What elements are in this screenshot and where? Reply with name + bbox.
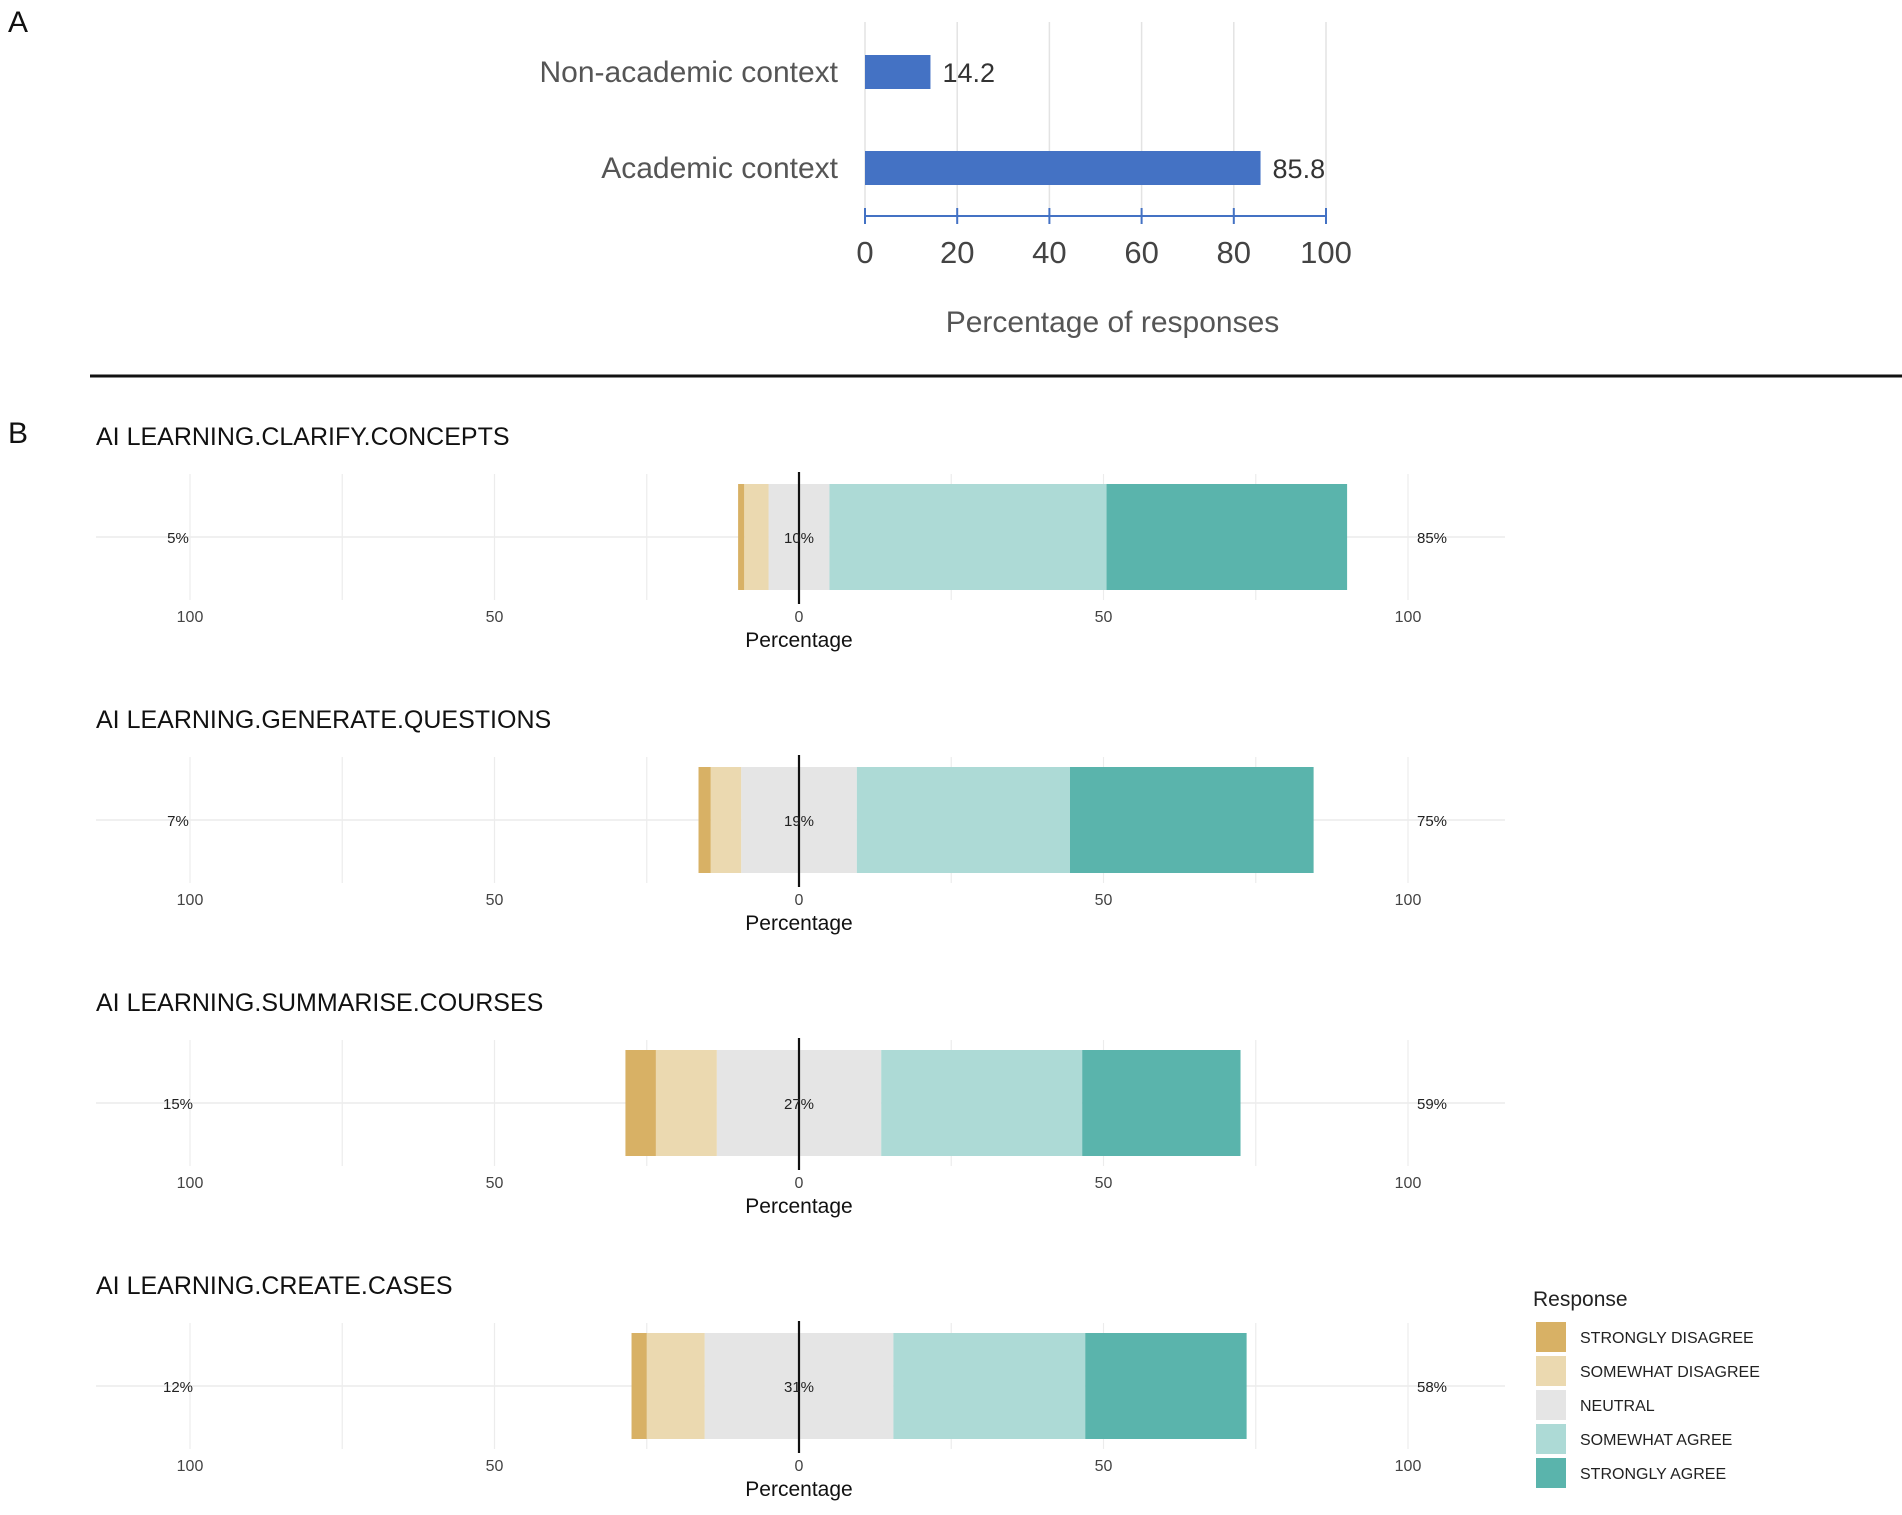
- b-tick-label: 50: [486, 609, 504, 626]
- b-right-pct-label: 85%: [1417, 530, 1447, 547]
- b-center-pct-label: 27%: [784, 1096, 814, 1113]
- b-bar-segment: [744, 484, 769, 590]
- b-left-pct-label: 7%: [167, 813, 189, 830]
- b-tick-label: 50: [486, 1175, 504, 1192]
- b-left-pct-label: 12%: [163, 1379, 193, 1396]
- facet-title: AI LEARNING.CLARIFY.CONCEPTS: [96, 423, 510, 451]
- b-tick-label: 0: [795, 1458, 804, 1475]
- likert-facet: AI LEARNING.CLARIFY.CONCEPTS 5% 10% 85% 100 5…: [96, 423, 1505, 652]
- legend: Response STRONGLY DISAGREE SOMEWHAT DISAG…: [1533, 1288, 1760, 1488]
- b-bar-segment: [625, 1050, 656, 1156]
- b-x-axis-title: Percentage: [745, 1195, 852, 1218]
- b-tick-label: 0: [795, 609, 804, 626]
- legend-swatch: [1536, 1390, 1566, 1420]
- a-value-label: 14.2: [942, 58, 995, 88]
- legend-title: Response: [1533, 1288, 1628, 1311]
- b-bar-segment: [655, 1050, 717, 1156]
- a-tick-label: 80: [1217, 235, 1251, 270]
- legend-item-label: SOMEWHAT AGREE: [1580, 1432, 1732, 1449]
- a-tick-label: 40: [1032, 235, 1066, 270]
- b-center-pct-label: 31%: [784, 1379, 814, 1396]
- b-tick-label: 100: [1395, 1458, 1422, 1475]
- b-bar-segment: [646, 1333, 705, 1439]
- likert-facet: AI LEARNING.SUMMARISE.COURSES 15% 27% 59% 10…: [96, 989, 1505, 1218]
- likert-facet: AI LEARNING.GENERATE.QUESTIONS 7% 19% 75% 10…: [96, 706, 1505, 935]
- facet-title: AI LEARNING.GENERATE.QUESTIONS: [96, 706, 551, 734]
- legend-swatch: [1536, 1424, 1566, 1454]
- legend-item-label: STRONGLY DISAGREE: [1580, 1330, 1754, 1347]
- b-bar-segment: [1085, 1333, 1247, 1439]
- a-bar: [865, 151, 1261, 185]
- b-tick-label: 100: [177, 609, 204, 626]
- b-tick-label: 100: [1395, 892, 1422, 909]
- a-tick-label: 60: [1124, 235, 1158, 270]
- b-tick-label: 100: [177, 892, 204, 909]
- panel-b-label: B: [8, 417, 28, 450]
- b-x-axis-title: Percentage: [745, 1478, 852, 1501]
- b-bar-segment: [893, 1333, 1086, 1439]
- b-center-pct-label: 19%: [784, 813, 814, 830]
- b-tick-label: 100: [177, 1458, 204, 1475]
- b-bar-segment: [881, 1050, 1083, 1156]
- a-category-label: Academic context: [601, 152, 838, 185]
- b-left-pct-label: 15%: [163, 1096, 193, 1113]
- b-bar-segment: [738, 484, 745, 590]
- b-tick-label: 50: [486, 892, 504, 909]
- b-bar-segment: [698, 767, 711, 873]
- b-left-pct-label: 5%: [167, 530, 189, 547]
- b-bar-segment: [856, 767, 1071, 873]
- legend-swatch: [1536, 1458, 1566, 1488]
- b-tick-label: 50: [1095, 1175, 1113, 1192]
- b-bar-segment: [1070, 767, 1314, 873]
- a-tick-label: 20: [940, 235, 974, 270]
- b-tick-label: 50: [1095, 609, 1113, 626]
- b-bar-segment: [1106, 484, 1348, 590]
- legend-swatch: [1536, 1356, 1566, 1386]
- b-bar-segment: [1082, 1050, 1241, 1156]
- b-bar-segment: [829, 484, 1107, 590]
- b-tick-label: 50: [1095, 892, 1113, 909]
- b-tick-label: 100: [1395, 609, 1422, 626]
- a-value-label: 85.8: [1273, 154, 1326, 184]
- b-x-axis-title: Percentage: [745, 912, 852, 935]
- a-bar: [865, 55, 931, 89]
- likert-facet: AI LEARNING.CREATE.CASES 12% 31% 58% 100 50 0 5…: [96, 1272, 1505, 1501]
- b-tick-label: 100: [177, 1175, 204, 1192]
- a-x-axis-title: Percentage of responses: [946, 306, 1280, 339]
- legend-item-label: STRONGLY AGREE: [1580, 1466, 1726, 1483]
- b-tick-label: 50: [1095, 1458, 1113, 1475]
- legend-item-label: NEUTRAL: [1580, 1398, 1655, 1415]
- panel-b-likert-chart: AI LEARNING.CLARIFY.CONCEPTS 5% 10% 85% 100 5…: [96, 423, 1505, 1501]
- panel-a-label: A: [8, 6, 28, 39]
- b-tick-label: 50: [486, 1458, 504, 1475]
- legend-swatch: [1536, 1322, 1566, 1352]
- facet-title: AI LEARNING.SUMMARISE.COURSES: [96, 989, 543, 1017]
- legend-item-label: SOMEWHAT DISAGREE: [1580, 1364, 1760, 1381]
- b-right-pct-label: 58%: [1417, 1379, 1447, 1396]
- b-right-pct-label: 59%: [1417, 1096, 1447, 1113]
- a-tick-label: 0: [856, 235, 873, 270]
- a-tick-label: 100: [1300, 235, 1352, 270]
- b-tick-label: 0: [795, 1175, 804, 1192]
- panel-a-bar-chart: Non-academic context 14.2 Academic context…: [540, 22, 1352, 339]
- b-center-pct-label: 10%: [784, 530, 814, 547]
- b-bar-segment: [631, 1333, 647, 1439]
- b-tick-label: 100: [1395, 1175, 1422, 1192]
- b-bar-segment: [710, 767, 742, 873]
- b-x-axis-title: Percentage: [745, 629, 852, 652]
- b-right-pct-label: 75%: [1417, 813, 1447, 830]
- a-category-label: Non-academic context: [540, 56, 839, 89]
- facet-title: AI LEARNING.CREATE.CASES: [96, 1272, 453, 1300]
- b-tick-label: 0: [795, 892, 804, 909]
